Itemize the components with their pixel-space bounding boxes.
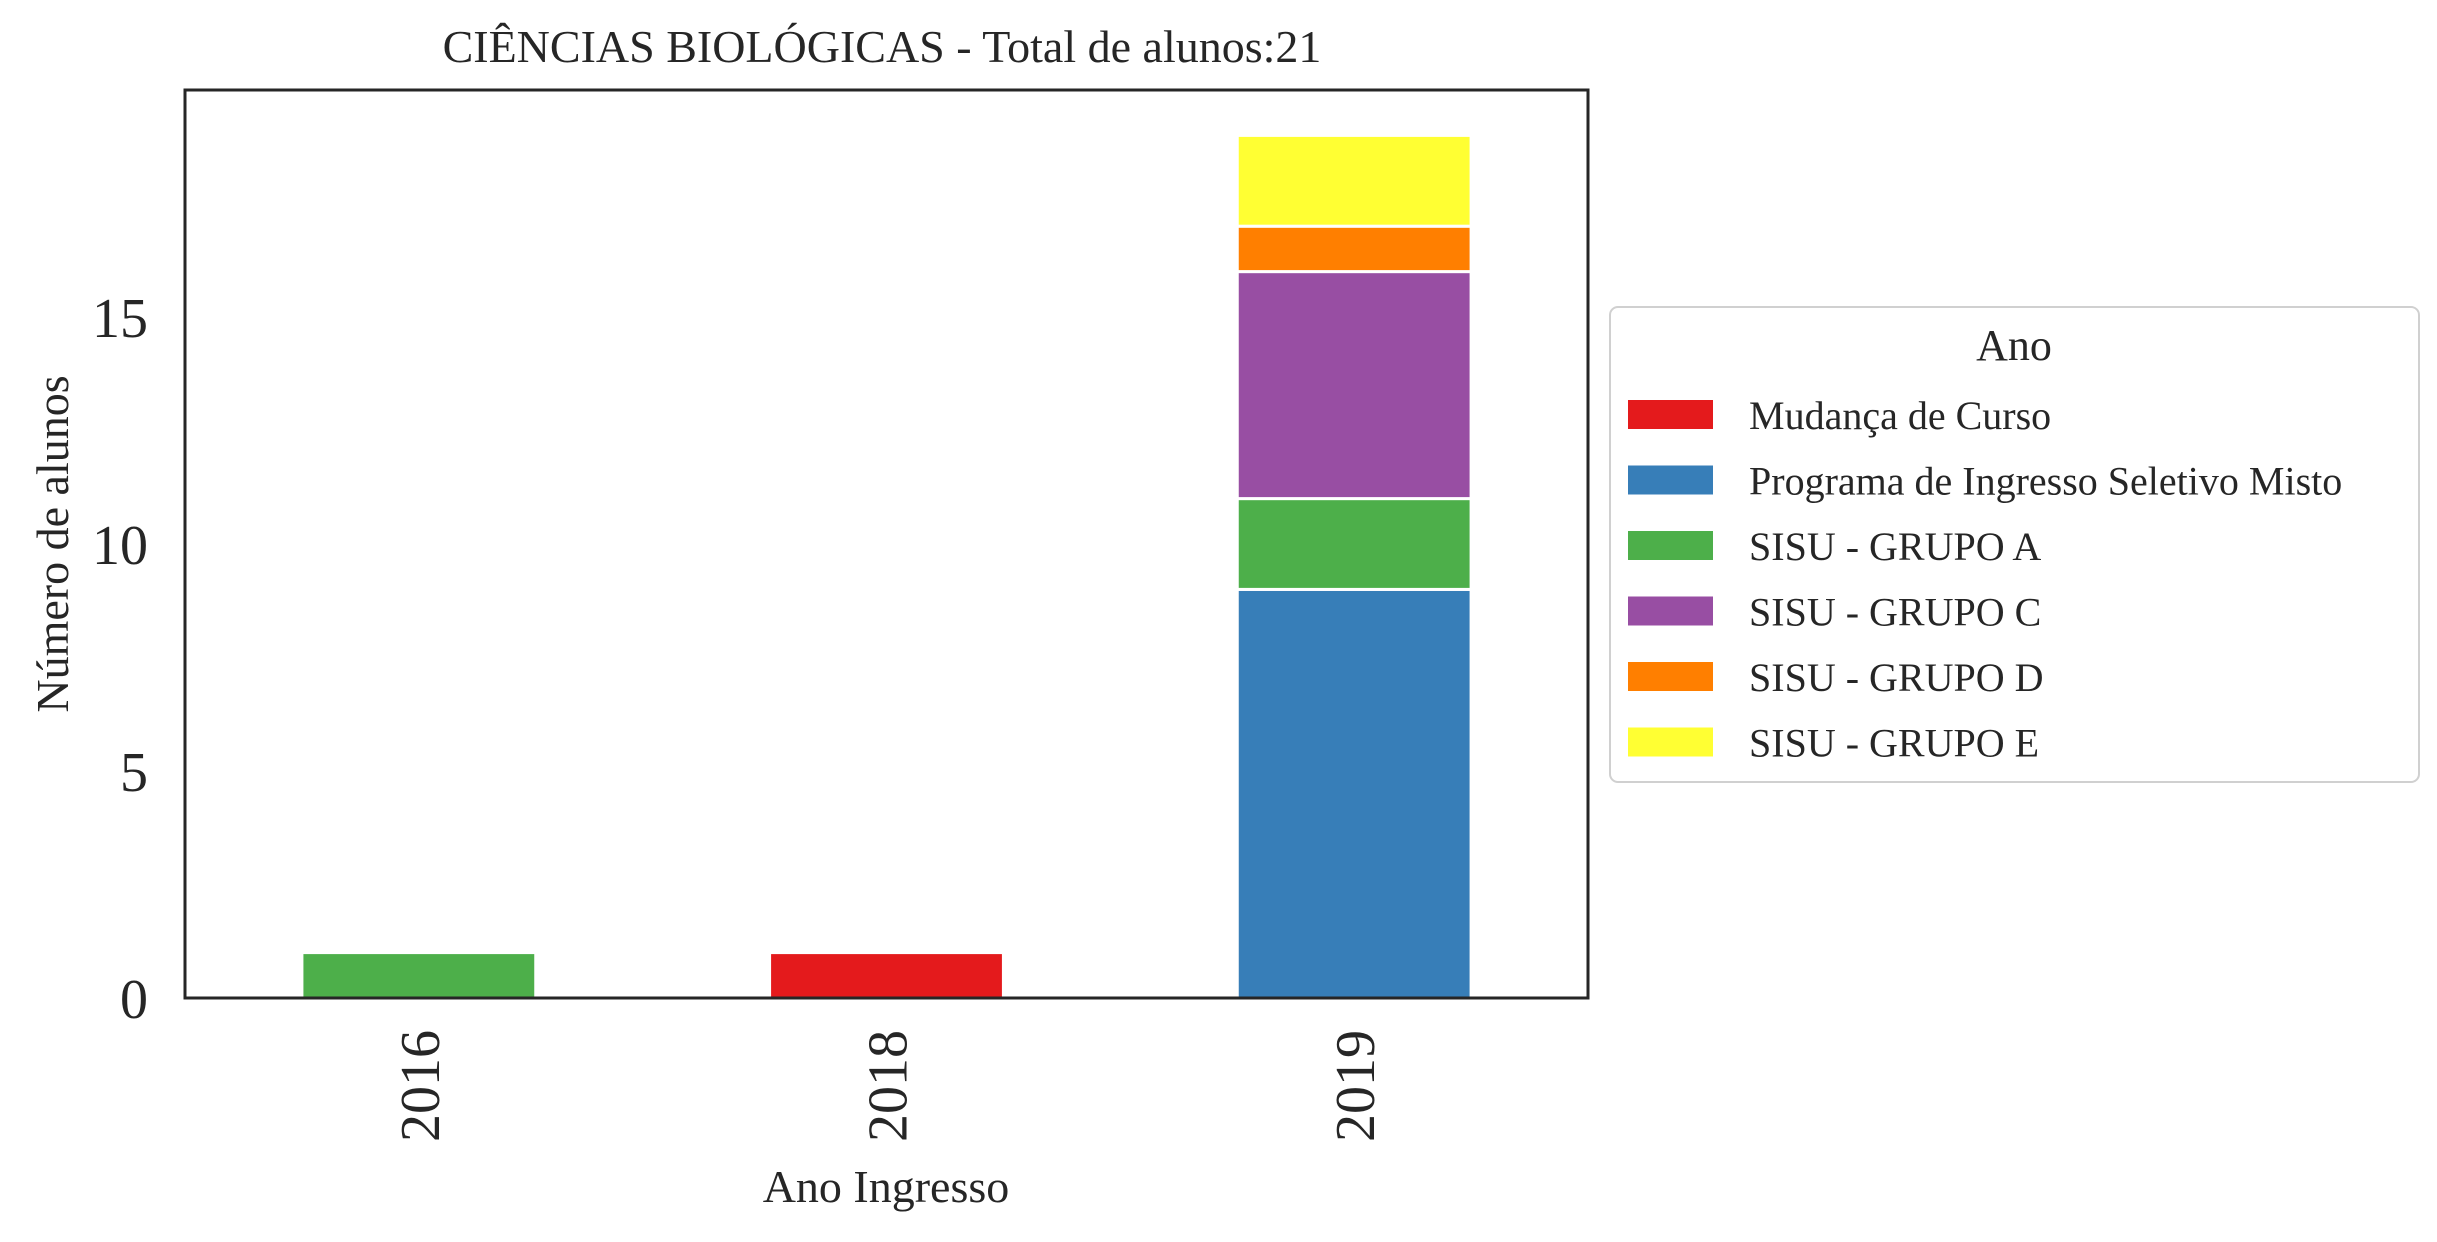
bar-segment-2019-series-2 (1235, 497, 1473, 591)
legend-swatch (1628, 465, 1713, 495)
x-tick-label-2019: 2019 (1325, 1030, 1387, 1142)
legend-swatch (1628, 727, 1713, 757)
legend-swatch (1628, 662, 1713, 691)
y-tick-label: 10 (92, 515, 148, 577)
y-tick-label: 5 (120, 742, 148, 804)
x-ticks: 2016 2018 2019 (390, 1030, 1387, 1142)
legend-label: SISU - GRUPO A (1749, 524, 2041, 569)
y-tick-label: 15 (92, 288, 148, 350)
x-tick-label-2018: 2018 (858, 1030, 920, 1142)
plot-frame (183, 88, 1590, 1000)
legend-swatch (1628, 596, 1713, 626)
bar-segment-2019-series-5 (1235, 133, 1473, 228)
y-ticks: 0 5 10 15 (92, 288, 148, 1031)
bar-segment-2019-series-4 (1235, 224, 1473, 274)
legend-label: Programa de Ingresso Seletivo Misto (1749, 459, 2342, 504)
x-tick-label-2016: 2016 (390, 1030, 452, 1142)
x-axis-label: Ano Ingresso (763, 1161, 1010, 1212)
legend-swatch (1628, 531, 1713, 560)
bar-segment-2016-series-2 (300, 951, 538, 1000)
legend-items: Mudança de Curso Programa de Ingresso Sel… (1628, 393, 2342, 766)
legend-title: Ano (1976, 321, 2052, 370)
legend-label: SISU - GRUPO E (1749, 721, 2039, 766)
legend-frame (1609, 306, 2420, 783)
legend: Ano Mudança de Curso Programa de Ingresso… (1609, 306, 2420, 783)
bar-segment-2018-series-0 (768, 951, 1005, 1000)
legend-label: SISU - GRUPO D (1749, 655, 2044, 700)
y-axis-label: Número de alunos (27, 375, 78, 712)
legend-label: SISU - GRUPO C (1749, 590, 2041, 635)
bar-segment-2019-series-3 (1235, 270, 1473, 501)
bar-segment-2019-series-1 (1235, 587, 1473, 1000)
legend-label: Mudança de Curso (1749, 393, 2051, 438)
chart-title: CIÊNCIAS BIOLÓGICAS - Total de alunos:21 (443, 21, 1322, 72)
bars-layer (300, 133, 1473, 1000)
y-tick-label: 0 (120, 969, 148, 1031)
legend-swatch (1628, 400, 1713, 429)
